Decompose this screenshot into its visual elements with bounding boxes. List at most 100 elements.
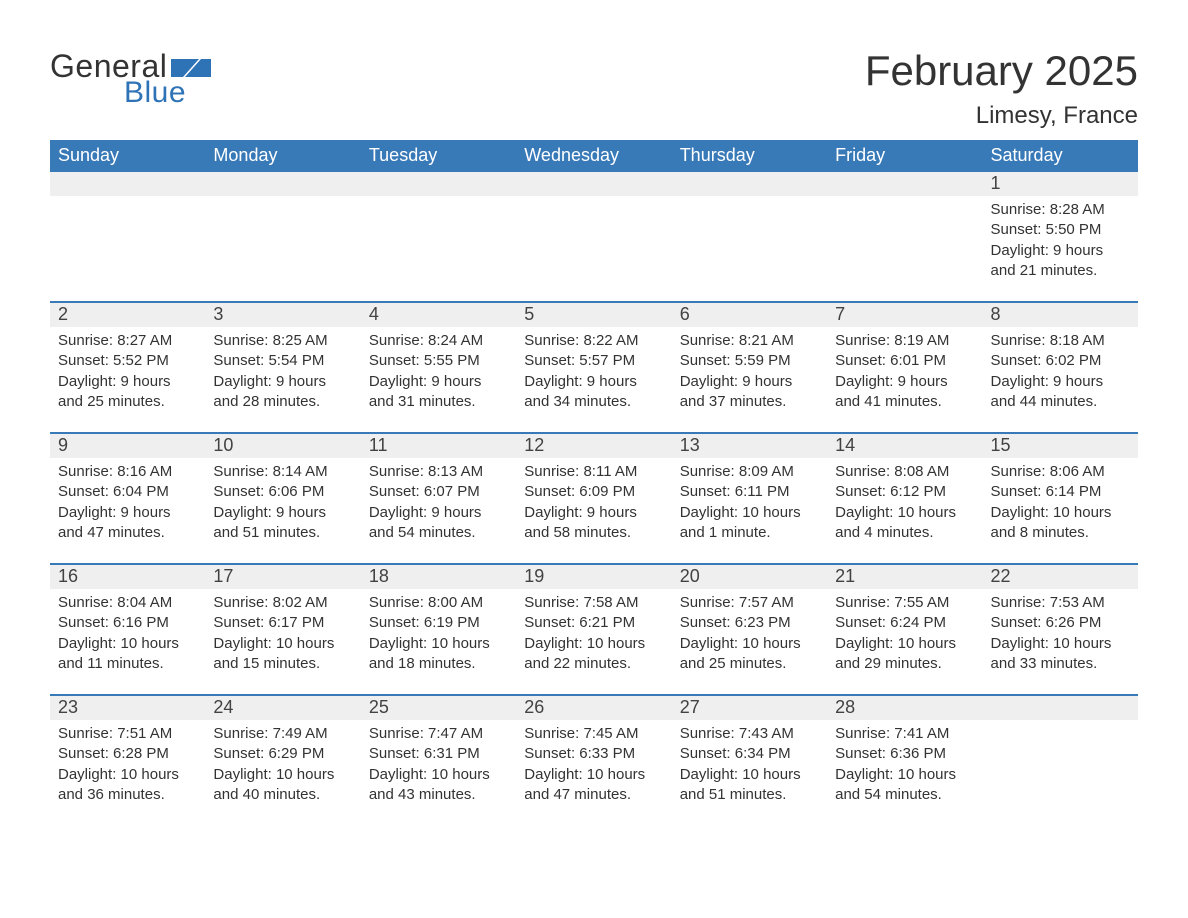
day-number: 20 <box>672 565 827 589</box>
day-cell: 19Sunrise: 7:58 AMSunset: 6:21 PMDayligh… <box>516 565 671 674</box>
day-cell: 22Sunrise: 7:53 AMSunset: 6:26 PMDayligh… <box>983 565 1138 674</box>
day-body: Sunrise: 8:28 AMSunset: 5:50 PMDaylight:… <box>989 196 1132 281</box>
day-of-week-cell: Friday <box>827 140 982 172</box>
day-cell: 1Sunrise: 8:28 AMSunset: 5:50 PMDaylight… <box>983 172 1138 281</box>
sunset-line: Sunset: 6:33 PM <box>524 744 663 764</box>
sunrise-line: Sunrise: 8:18 AM <box>991 331 1130 351</box>
day-body: Sunrise: 8:02 AMSunset: 6:17 PMDaylight:… <box>211 589 354 674</box>
sunset-line: Sunset: 6:36 PM <box>835 744 974 764</box>
logo: General Blue <box>50 50 211 108</box>
day-body: Sunrise: 7:55 AMSunset: 6:24 PMDaylight:… <box>833 589 976 674</box>
sunset-line: Sunset: 6:19 PM <box>369 613 508 633</box>
day-number: 7 <box>827 303 982 327</box>
sunrise-line: Sunrise: 7:41 AM <box>835 724 974 744</box>
sunrise-line: Sunrise: 8:09 AM <box>680 462 819 482</box>
day-cell <box>50 172 205 281</box>
daylight-line: Daylight: 9 hours and 34 minutes. <box>524 372 663 413</box>
day-cell: 28 Sunrise: 7:41 AMSunset: 6:36 PMDayligh… <box>827 696 982 805</box>
day-body: Sunrise: 7:43 AMSunset: 6:34 PMDaylight:… <box>678 720 821 805</box>
sunrise-line: Sunrise: 8:27 AM <box>58 331 197 351</box>
sunset-line: Sunset: 6:26 PM <box>991 613 1130 633</box>
day-number: 28 <box>827 696 982 720</box>
sunset-line: Sunset: 6:28 PM <box>58 744 197 764</box>
day-body: Sunrise: 8:21 AMSunset: 5:59 PMDaylight:… <box>678 327 821 412</box>
sunrise-line: Sunrise: 8:11 AM <box>524 462 663 482</box>
calendar: SundayMondayTuesdayWednesdayThursdayFrid… <box>50 140 1138 805</box>
day-cell: 8Sunrise: 8:18 AMSunset: 6:02 PMDaylight… <box>983 303 1138 412</box>
sunrise-line: Sunrise: 7:51 AM <box>58 724 197 744</box>
sunrise-line: Sunrise: 8:14 AM <box>213 462 352 482</box>
daylight-line: Daylight: 9 hours and 47 minutes. <box>58 503 197 544</box>
day-of-week-cell: Saturday <box>983 140 1138 172</box>
day-body: Sunrise: 7:58 AMSunset: 6:21 PMDaylight:… <box>522 589 665 674</box>
day-body: Sunrise: 8:27 AMSunset: 5:52 PMDaylight:… <box>56 327 199 412</box>
day-body: Sunrise: 8:14 AMSunset: 6:06 PMDaylight:… <box>211 458 354 543</box>
daylight-line: Daylight: 10 hours and 54 minutes. <box>835 765 974 806</box>
day-number: 5 <box>516 303 671 327</box>
week-row: 2Sunrise: 8:27 AMSunset: 5:52 PMDaylight… <box>50 301 1138 412</box>
day-number <box>983 696 1138 720</box>
day-body: Sunrise: 7:53 AMSunset: 6:26 PMDaylight:… <box>989 589 1132 674</box>
day-cell: 14Sunrise: 8:08 AMSunset: 6:12 PMDayligh… <box>827 434 982 543</box>
sunrise-line: Sunrise: 8:06 AM <box>991 462 1130 482</box>
sunset-line: Sunset: 6:31 PM <box>369 744 508 764</box>
day-cell: 18Sunrise: 8:00 AMSunset: 6:19 PMDayligh… <box>361 565 516 674</box>
day-cell: 4Sunrise: 8:24 AMSunset: 5:55 PMDaylight… <box>361 303 516 412</box>
day-body: Sunrise: 8:09 AMSunset: 6:11 PMDaylight:… <box>678 458 821 543</box>
sunrise-line: Sunrise: 8:16 AM <box>58 462 197 482</box>
daylight-line: Daylight: 9 hours and 51 minutes. <box>213 503 352 544</box>
day-cell <box>672 172 827 281</box>
day-number: 1 <box>983 172 1138 196</box>
day-cell: 15Sunrise: 8:06 AMSunset: 6:14 PMDayligh… <box>983 434 1138 543</box>
day-number: 24 <box>205 696 360 720</box>
day-number: 19 <box>516 565 671 589</box>
day-cell <box>205 172 360 281</box>
sunset-line: Sunset: 6:04 PM <box>58 482 197 502</box>
day-number: 11 <box>361 434 516 458</box>
day-number <box>516 172 671 196</box>
day-number: 2 <box>50 303 205 327</box>
day-of-week-cell: Monday <box>205 140 360 172</box>
sunset-line: Sunset: 6:11 PM <box>680 482 819 502</box>
sunrise-line: Sunrise: 8:00 AM <box>369 593 508 613</box>
day-body: Sunrise: 8:13 AMSunset: 6:07 PMDaylight:… <box>367 458 510 543</box>
daylight-line: Daylight: 10 hours and 29 minutes. <box>835 634 974 675</box>
sunset-line: Sunset: 6:01 PM <box>835 351 974 371</box>
week-row: 1Sunrise: 8:28 AMSunset: 5:50 PMDaylight… <box>50 172 1138 281</box>
sunset-line: Sunset: 6:09 PM <box>524 482 663 502</box>
day-number: 25 <box>361 696 516 720</box>
sunrise-line: Sunrise: 8:08 AM <box>835 462 974 482</box>
day-number: 18 <box>361 565 516 589</box>
day-of-week-cell: Thursday <box>672 140 827 172</box>
day-cell: 5Sunrise: 8:22 AMSunset: 5:57 PMDaylight… <box>516 303 671 412</box>
day-cell: 27Sunrise: 7:43 AMSunset: 6:34 PMDayligh… <box>672 696 827 805</box>
day-body: Sunrise: 7:45 AMSunset: 6:33 PMDaylight:… <box>522 720 665 805</box>
sunrise-line: Sunrise: 8:22 AM <box>524 331 663 351</box>
day-cell: 12Sunrise: 8:11 AMSunset: 6:09 PMDayligh… <box>516 434 671 543</box>
day-number <box>205 172 360 196</box>
sunrise-line: Sunrise: 8:24 AM <box>369 331 508 351</box>
daylight-line: Daylight: 10 hours and 51 minutes. <box>680 765 819 806</box>
daylight-line: Daylight: 10 hours and 11 minutes. <box>58 634 197 675</box>
daylight-line: Daylight: 9 hours and 54 minutes. <box>369 503 508 544</box>
sunset-line: Sunset: 6:23 PM <box>680 613 819 633</box>
day-number <box>672 172 827 196</box>
day-cell: 13Sunrise: 8:09 AMSunset: 6:11 PMDayligh… <box>672 434 827 543</box>
sunset-line: Sunset: 5:55 PM <box>369 351 508 371</box>
month-title: February 2025 <box>865 50 1138 92</box>
daylight-line: Daylight: 9 hours and 21 minutes. <box>991 241 1130 282</box>
daylight-line: Daylight: 10 hours and 1 minute. <box>680 503 819 544</box>
day-body: Sunrise: 8:08 AMSunset: 6:12 PMDaylight:… <box>833 458 976 543</box>
day-of-week-cell: Tuesday <box>361 140 516 172</box>
day-cell: 26Sunrise: 7:45 AMSunset: 6:33 PMDayligh… <box>516 696 671 805</box>
day-number: 22 <box>983 565 1138 589</box>
day-cell: 2Sunrise: 8:27 AMSunset: 5:52 PMDaylight… <box>50 303 205 412</box>
day-cell: 6Sunrise: 8:21 AMSunset: 5:59 PMDaylight… <box>672 303 827 412</box>
day-number: 27 <box>672 696 827 720</box>
sunset-line: Sunset: 6:12 PM <box>835 482 974 502</box>
day-number: 17 <box>205 565 360 589</box>
day-cell: 20Sunrise: 7:57 AMSunset: 6:23 PMDayligh… <box>672 565 827 674</box>
sunrise-line: Sunrise: 7:47 AM <box>369 724 508 744</box>
sunrise-line: Sunrise: 7:45 AM <box>524 724 663 744</box>
header: General Blue February 2025 Limesy, Franc… <box>50 50 1138 130</box>
